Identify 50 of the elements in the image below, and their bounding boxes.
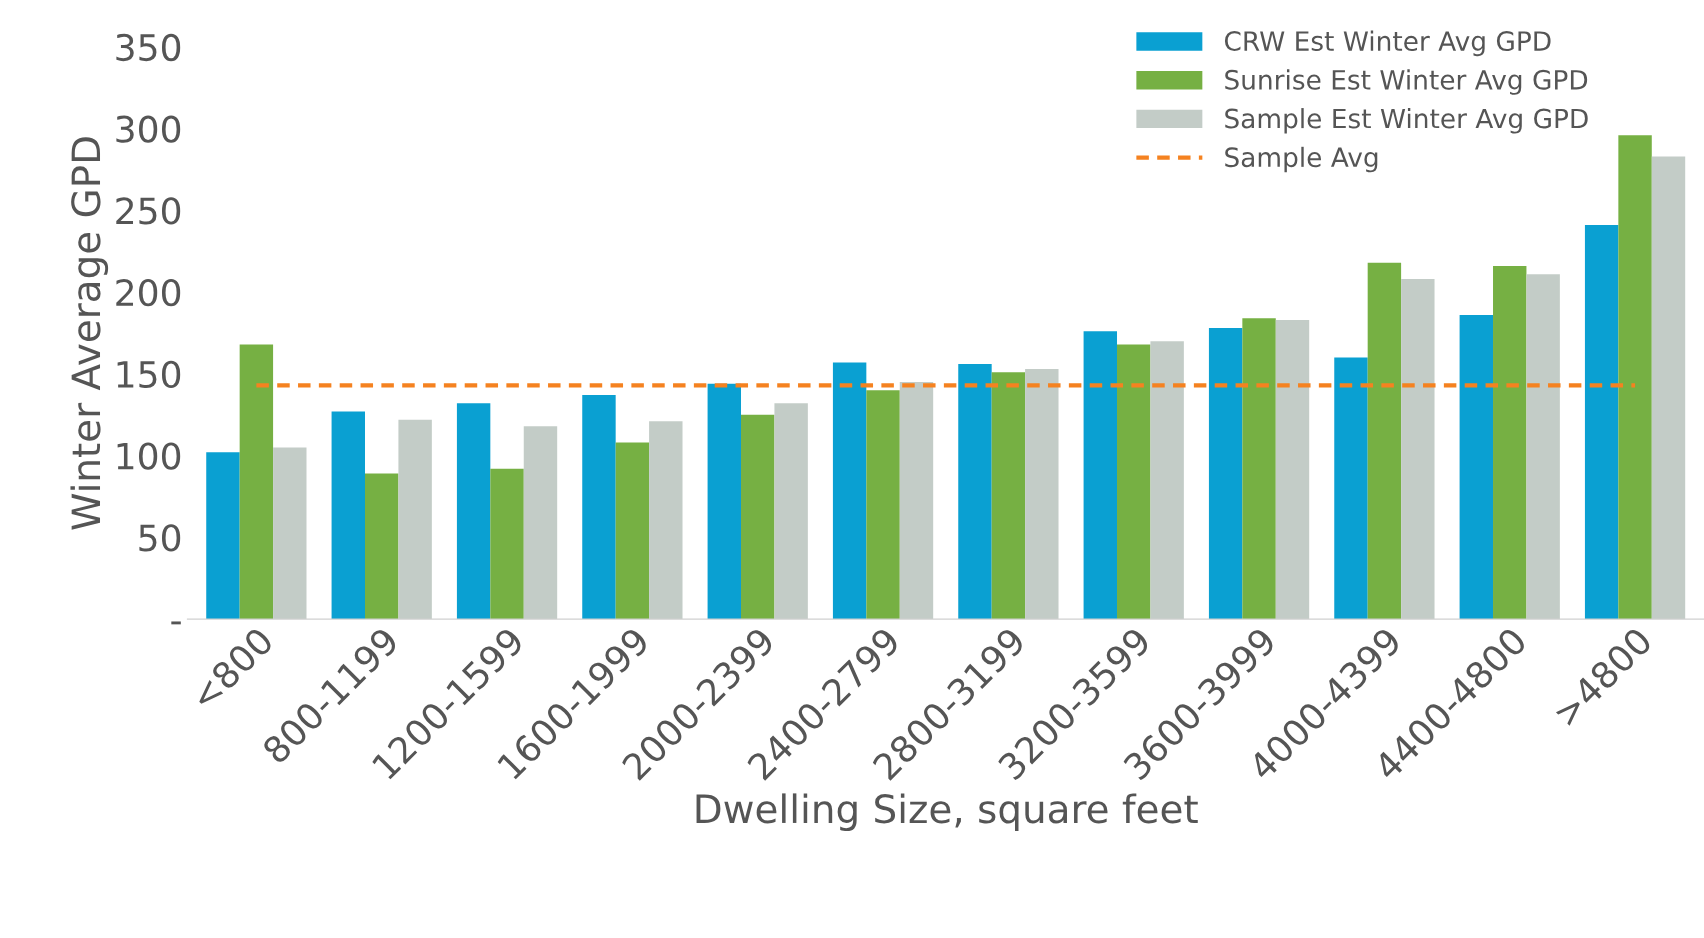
- bar: [615, 442, 650, 620]
- bar: [206, 452, 240, 620]
- y-axis-title: Winter Average GPD: [70, 137, 109, 530]
- bar: [1459, 315, 1494, 620]
- bar: [1150, 341, 1184, 620]
- bar: [1208, 328, 1243, 620]
- y-tick-label: 100: [117, 442, 181, 470]
- bar: [398, 419, 432, 620]
- bar: [866, 390, 900, 620]
- bar: [273, 447, 307, 620]
- bar: [649, 421, 683, 620]
- bar: [991, 372, 1026, 620]
- bar: [582, 395, 616, 620]
- bar: [1242, 318, 1276, 620]
- bar: [1334, 357, 1368, 620]
- y-tick-label: -: [171, 621, 181, 625]
- bar: [1275, 319, 1310, 620]
- bar: [456, 403, 491, 620]
- bar: [1367, 262, 1402, 620]
- bar: [832, 362, 867, 620]
- y-tick-label: 150: [117, 360, 181, 389]
- bar: [331, 411, 365, 620]
- legend-label: Sunrise Est Winter Avg GPD: [1225, 69, 1588, 95]
- x-axis-title: Dwelling Size, square feet: [696, 793, 1198, 832]
- bar: [741, 414, 775, 620]
- legend-label: CRW Est Winter Avg GPD: [1224, 30, 1551, 57]
- bar: [1618, 135, 1652, 620]
- bar: [239, 344, 274, 620]
- y-tick-label: 50: [139, 524, 181, 552]
- bar: [1083, 331, 1118, 620]
- bar: [1526, 274, 1560, 620]
- bar: [523, 426, 558, 620]
- y-tick-label: 250: [116, 197, 181, 225]
- bar: [1025, 368, 1059, 620]
- y-tick-label: 300: [116, 115, 181, 143]
- bar: [1651, 156, 1686, 620]
- legend-label: Sample Est Winter Avg GPD: [1225, 108, 1588, 134]
- bar: [1584, 225, 1619, 620]
- bar: [774, 403, 808, 620]
- y-tick-label: 350: [116, 33, 181, 62]
- bar: [490, 468, 524, 620]
- bar: [958, 364, 992, 620]
- y-tick-label: 200: [116, 279, 181, 307]
- bar: [1493, 265, 1527, 620]
- bar: [899, 382, 934, 620]
- legend-label: Sample Avg: [1225, 146, 1378, 173]
- bar: [1401, 279, 1435, 620]
- bar: [1117, 344, 1151, 620]
- bar: [365, 473, 399, 620]
- bar: [707, 383, 742, 620]
